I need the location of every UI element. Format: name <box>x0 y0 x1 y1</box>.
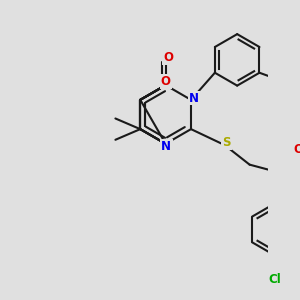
Text: Cl: Cl <box>268 273 281 286</box>
Text: O: O <box>293 143 300 156</box>
Text: N: N <box>162 140 172 153</box>
Text: S: S <box>222 136 231 149</box>
Text: O: O <box>163 51 173 64</box>
Text: N: N <box>189 92 199 105</box>
Text: O: O <box>160 75 171 88</box>
Text: N: N <box>160 140 171 153</box>
